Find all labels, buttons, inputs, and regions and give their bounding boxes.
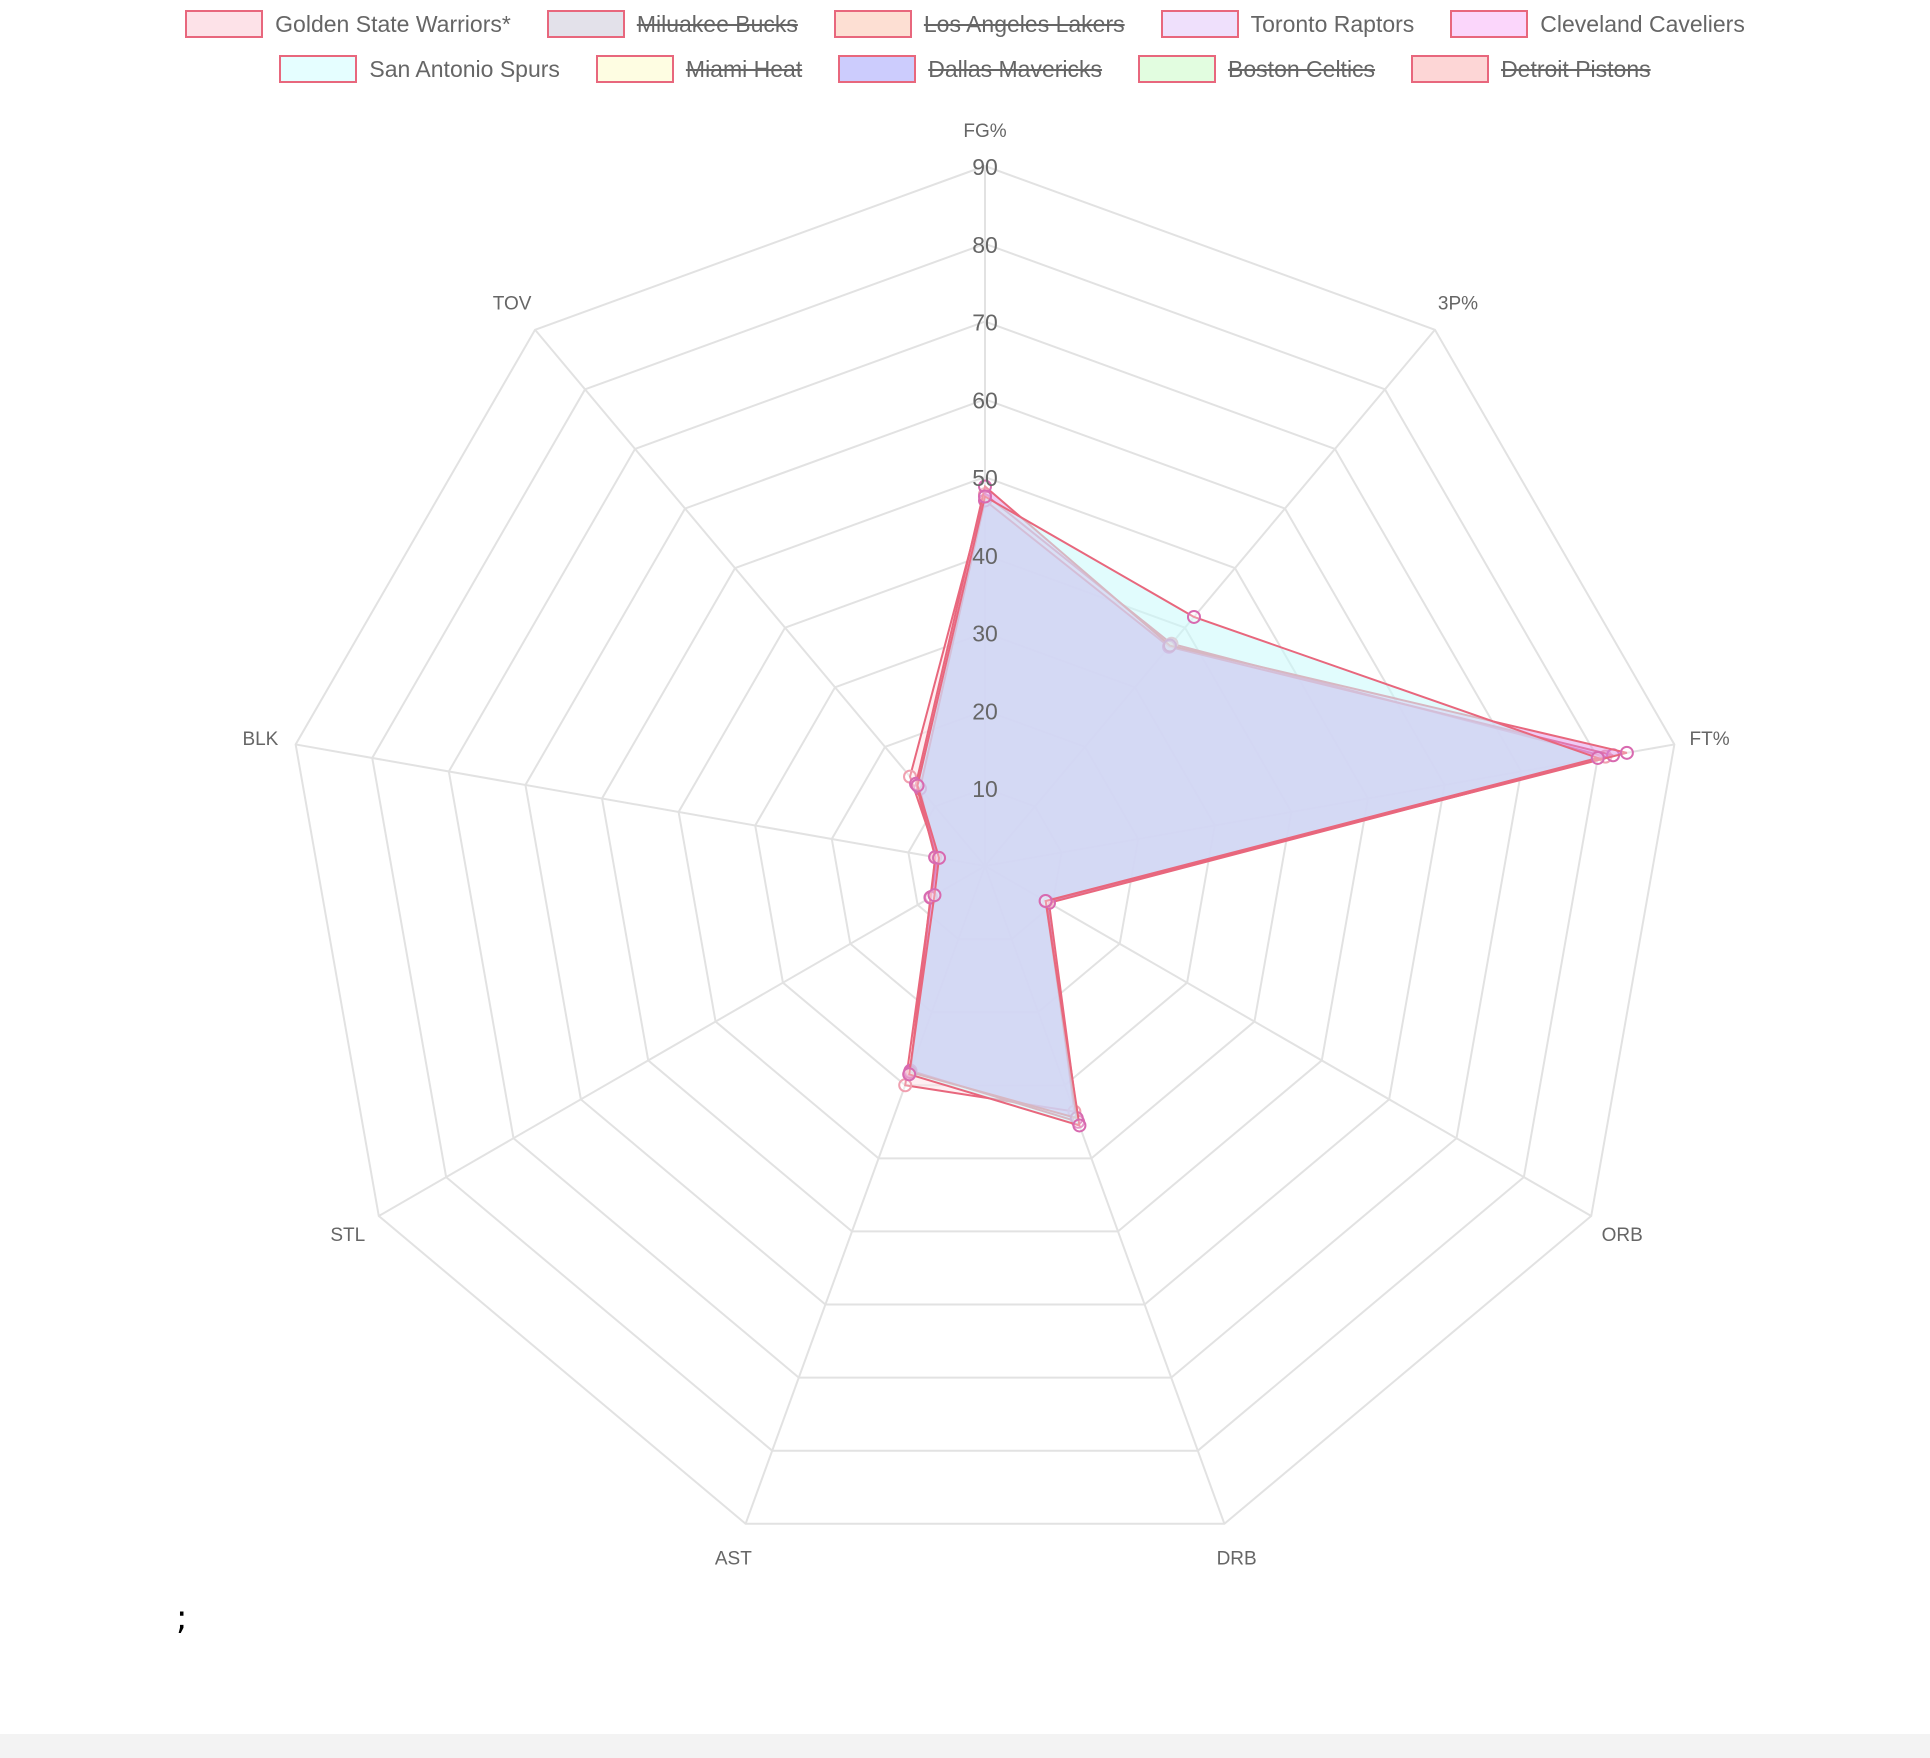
r-tick-label: 60 — [972, 387, 998, 413]
series-area — [908, 495, 1602, 1127]
axis-label: TOV — [493, 293, 532, 314]
axis-label: DRB — [1217, 1548, 1257, 1569]
axis-label: 3P% — [1438, 293, 1478, 314]
legend-label: Detroit Pistons — [1501, 55, 1651, 82]
legend-swatch — [185, 10, 264, 38]
data-point — [1186, 609, 1201, 624]
legend-swatch — [595, 55, 674, 83]
legend-label: San Antonio Spurs — [369, 55, 560, 82]
data-point — [932, 850, 947, 865]
legend-swatch — [1450, 10, 1529, 38]
legend-swatch — [546, 10, 625, 38]
legend-label: Miami Heat — [685, 55, 803, 82]
data-point — [910, 778, 925, 793]
data-point — [1072, 1118, 1087, 1133]
r-tick-label: 90 — [972, 154, 998, 180]
legend-row-1: Golden State Warriors* Miluakee Bucks Los … — [0, 10, 1930, 38]
legend-label: Miluakee Bucks — [636, 10, 798, 37]
data-point — [1038, 894, 1053, 908]
legend-label: Golden State Warriors* — [275, 10, 511, 37]
legend-item[interactable]: San Antonio Spurs — [279, 55, 560, 83]
legend-item[interactable]: Boston Celtics — [1138, 55, 1375, 83]
legend-label: Los Angeles Lakers — [923, 10, 1125, 37]
legend-swatch — [1160, 10, 1239, 38]
r-tick-label: 40 — [972, 543, 998, 569]
r-tick-label: 30 — [972, 621, 998, 647]
legend-item[interactable]: Los Angeles Lakers — [833, 10, 1125, 38]
legend-item[interactable]: Miami Heat — [595, 55, 803, 83]
angle-line — [378, 865, 986, 1217]
bottom-bar — [0, 1734, 1930, 1758]
angle-line — [295, 743, 986, 867]
grid-ring — [447, 320, 1523, 1379]
data-point — [902, 1067, 917, 1082]
legend-item[interactable]: Detroit Pistons — [1411, 55, 1651, 83]
data-point — [978, 489, 992, 504]
axis-label: ORB — [1602, 1225, 1643, 1246]
r-tick-label: 80 — [972, 232, 998, 258]
legend-item[interactable]: Golden State Warriors* — [185, 10, 511, 38]
legend-label: Dallas Mavericks — [928, 55, 1103, 82]
data-point — [1590, 750, 1605, 765]
legend-swatch — [838, 55, 917, 83]
legend-item[interactable]: Dallas Mavericks — [838, 55, 1102, 83]
legend-label: Cleveland Caveliers — [1540, 10, 1745, 37]
legend-row-2: San Antonio Spurs Miami Heat Dallas Maveri… — [0, 55, 1930, 83]
grid-ring — [294, 164, 1676, 1525]
series-group — [902, 489, 1605, 1133]
axis-label: BLK — [242, 729, 278, 750]
angle-line — [984, 865, 1592, 1217]
legend-item[interactable]: Miluakee Bucks — [546, 10, 798, 38]
data-point — [1619, 745, 1634, 760]
legend-swatch — [1138, 55, 1217, 83]
r-tick-label: 10 — [972, 776, 998, 802]
axis-label: FT% — [1690, 729, 1730, 750]
legend-swatch — [833, 10, 912, 38]
legend-item[interactable]: Cleveland Caveliers — [1450, 10, 1745, 38]
r-tick-label: 70 — [972, 310, 998, 336]
legend-item[interactable]: Toronto Raptors — [1160, 10, 1415, 38]
legend-swatch — [279, 55, 358, 83]
axis-label: AST — [715, 1548, 752, 1569]
r-tick-label: 20 — [972, 698, 998, 724]
data-point — [927, 888, 942, 903]
stray-text: ; — [176, 1598, 188, 1638]
legend-swatch — [1411, 55, 1490, 83]
axis-label: STL — [330, 1225, 365, 1246]
grid-ring — [371, 242, 1599, 1452]
legend-label: Boston Celtics — [1228, 55, 1376, 82]
data-point — [978, 479, 992, 494]
r-tick-label: 50 — [972, 465, 998, 491]
grid-ring — [524, 398, 1446, 1306]
legend-label: Toronto Raptors — [1250, 10, 1415, 37]
axis-label: FG% — [963, 121, 1006, 142]
